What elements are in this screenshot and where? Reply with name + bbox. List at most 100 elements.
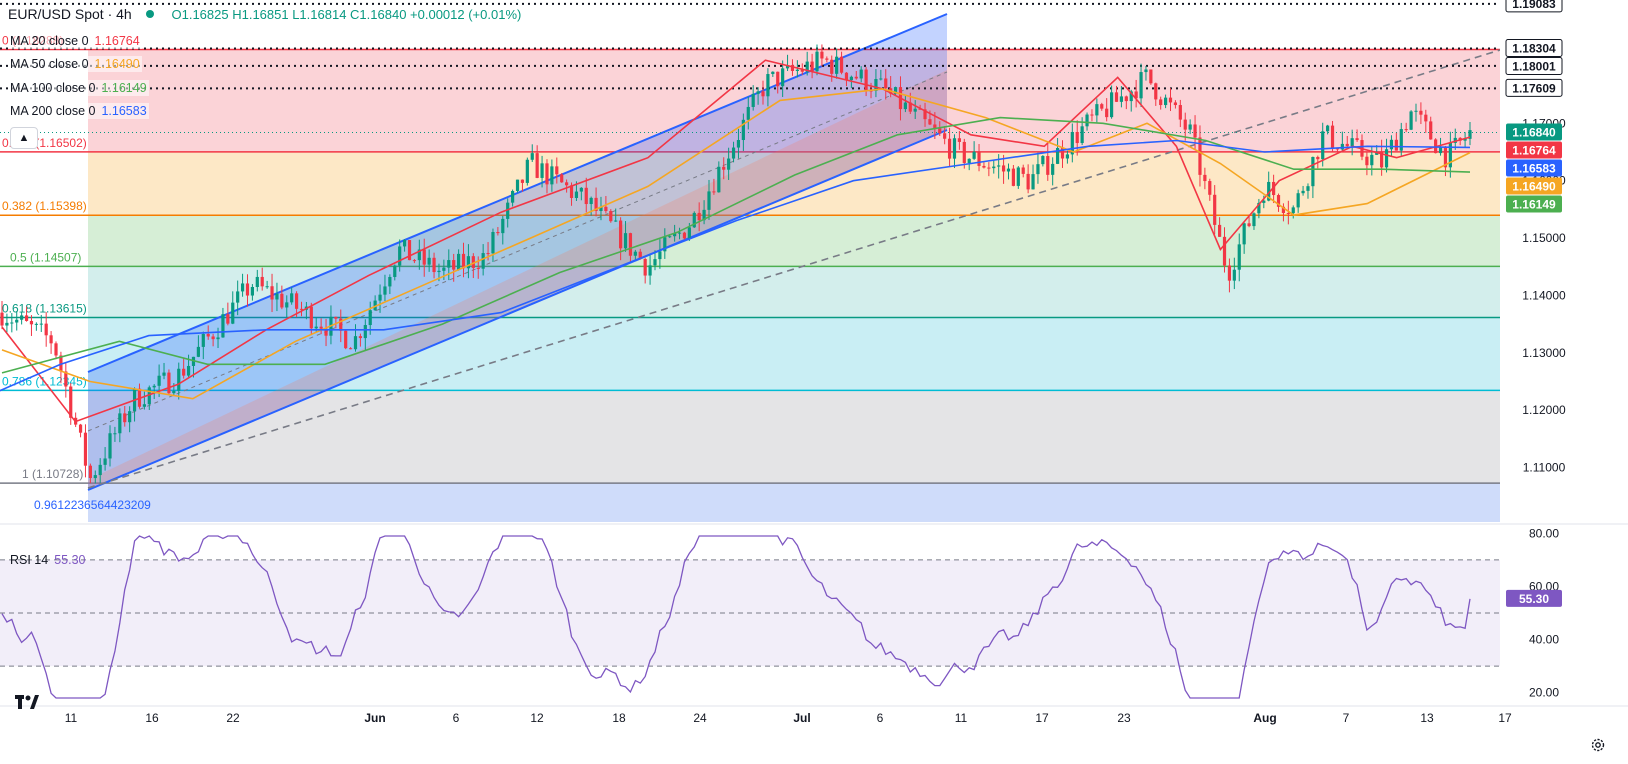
- candle-body: [1394, 139, 1398, 151]
- ma100-legend[interactable]: MA 100 close 0 1.16149: [8, 80, 149, 96]
- candle-body: [34, 323, 38, 325]
- candle-body: [515, 179, 520, 191]
- trend-line: [87, 49, 1501, 489]
- candle-body: [628, 233, 633, 256]
- candle-body: [299, 308, 304, 310]
- candle-body: [776, 71, 780, 87]
- price-axis-badge: [1506, 159, 1562, 177]
- rsi-tick-label: 20.00: [1529, 686, 1559, 700]
- price-tick-label: 1.14000: [1522, 288, 1566, 302]
- candle-body: [584, 187, 588, 205]
- candle-body: [1100, 104, 1104, 109]
- candle-body: [943, 133, 947, 139]
- candle-body: [260, 276, 264, 287]
- candle-body: [167, 372, 171, 394]
- ma200-legend[interactable]: MA 200 close 0 1.16583: [8, 103, 149, 119]
- time-tick-label: 7: [1343, 711, 1350, 725]
- candle-body: [1080, 126, 1084, 144]
- candle-body: [236, 291, 240, 303]
- candle-body: [1055, 147, 1060, 164]
- candle-body: [805, 61, 809, 72]
- candle-body: [653, 259, 657, 266]
- candle-body: [211, 336, 215, 340]
- candle-body: [221, 314, 225, 338]
- gear-icon[interactable]: [1590, 737, 1606, 753]
- candle-body: [1321, 131, 1325, 160]
- candle-body: [1252, 213, 1256, 227]
- candle-body: [54, 343, 58, 356]
- candle-body: [432, 257, 436, 273]
- candle-body: [1272, 181, 1276, 196]
- candle-body: [1149, 69, 1153, 84]
- time-tick-label: 13: [1420, 711, 1434, 725]
- candle-body: [1448, 142, 1452, 168]
- candle-body: [108, 433, 112, 459]
- candle-body: [1301, 190, 1305, 194]
- candle-body: [1404, 129, 1408, 131]
- candle-body: [69, 386, 73, 418]
- candle-body: [39, 323, 43, 325]
- candle-body: [466, 256, 471, 269]
- candle-body: [1163, 97, 1168, 106]
- candle-body: [142, 404, 146, 407]
- channel-lower-line: [87, 129, 948, 491]
- candle-body: [928, 119, 932, 125]
- time-tick-label: 17: [1498, 711, 1512, 725]
- candle-body: [589, 197, 593, 205]
- candle-body: [731, 147, 736, 159]
- candle-body: [1095, 104, 1099, 116]
- candle-body: [756, 91, 760, 94]
- symbol-title[interactable]: EUR/USD Spot · 4h: [8, 6, 132, 22]
- ma50-legend[interactable]: MA 50 close 0 1.16490: [8, 56, 142, 72]
- rsi-legend[interactable]: RSI 14 55.30: [10, 553, 86, 567]
- rsi-axis-badge-label: 55.30: [1519, 592, 1549, 606]
- time-tick-label: 23: [1117, 711, 1131, 725]
- candle-body: [29, 320, 34, 325]
- ohlc-values: O1.16825 H1.16851 L1.16814 C1.16840 +0.0…: [171, 7, 522, 22]
- candle-body: [712, 191, 716, 193]
- candle-body: [1016, 167, 1020, 186]
- candle-body: [314, 326, 318, 329]
- candle-body: [506, 202, 510, 219]
- candle-body: [643, 258, 647, 276]
- candle-body: [825, 58, 829, 60]
- tradingview-logo-icon[interactable]: [14, 693, 42, 711]
- candle-body: [790, 65, 795, 71]
- candle-body: [486, 253, 490, 255]
- ma20-legend[interactable]: MA 20 close 0 1.16764: [8, 33, 142, 49]
- candle-body: [1134, 91, 1138, 99]
- fib-extension-label: 0.9612236564423209: [34, 498, 151, 512]
- candle-body: [123, 413, 127, 423]
- candle-body: [15, 319, 19, 323]
- candle-body: [859, 69, 863, 79]
- candle-body: [64, 371, 68, 387]
- candle-body: [854, 76, 858, 79]
- candle-body: [835, 56, 839, 74]
- candle-body: [682, 232, 687, 239]
- candle-body: [20, 315, 24, 320]
- candle-body: [1114, 92, 1119, 102]
- candle-body: [1051, 163, 1055, 175]
- candle-body: [24, 315, 29, 321]
- candle-body: [947, 138, 952, 159]
- candle-body: [1046, 156, 1050, 175]
- collapse-legend-button[interactable]: ▲: [10, 127, 38, 149]
- time-tick-label: 22: [226, 711, 240, 725]
- price-axis-badge-label: 1.19083: [1512, 0, 1556, 11]
- time-tick-label: 11: [955, 711, 968, 725]
- price-tick-label: 1.15000: [1522, 231, 1566, 245]
- candle-body: [751, 93, 755, 107]
- candle-body: [157, 375, 161, 386]
- candle-body: [609, 211, 613, 222]
- candle-body: [962, 141, 966, 163]
- candle-body: [118, 413, 122, 434]
- candle-body: [476, 267, 480, 269]
- moving-average-line: [1, 59, 1471, 423]
- candle-body: [98, 464, 102, 476]
- ma50-value: 1.16490: [94, 57, 140, 71]
- candle-body: [820, 51, 824, 59]
- rsi-line: [1, 535, 1471, 699]
- candle-body: [201, 333, 205, 347]
